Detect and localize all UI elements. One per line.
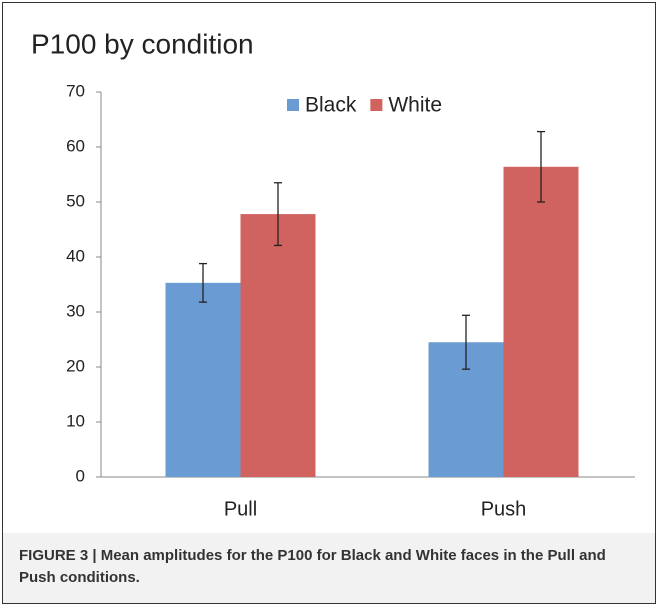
y-tick-label: 70 bbox=[66, 81, 85, 100]
legend-swatch bbox=[370, 99, 383, 111]
y-tick-label: 20 bbox=[66, 356, 85, 375]
y-tick-label: 60 bbox=[66, 136, 85, 155]
error-bar bbox=[462, 314, 470, 370]
legend-swatch bbox=[287, 99, 299, 111]
y-tick-label: 10 bbox=[66, 411, 85, 430]
chart: P100 by condition 0 10 20 30 40 50 60 70 Pull Pus… bbox=[31, 28, 635, 520]
error-bar bbox=[537, 130, 545, 203]
x-tick-label: Push bbox=[481, 498, 527, 520]
bar bbox=[165, 282, 241, 477]
y-tick-label: 50 bbox=[66, 191, 85, 210]
bar bbox=[240, 214, 316, 477]
y-tick-label: 40 bbox=[66, 246, 85, 265]
error-bar bbox=[199, 262, 207, 303]
bar bbox=[503, 166, 579, 478]
error-bar bbox=[274, 182, 282, 247]
legend-label: Black bbox=[305, 94, 357, 117]
x-tick-label: Pull bbox=[224, 498, 257, 520]
legend-label: White bbox=[388, 94, 442, 117]
y-tick-label: 30 bbox=[66, 301, 85, 320]
y-tick-label: 0 bbox=[76, 466, 85, 485]
chart-title: P100 by condition bbox=[31, 28, 254, 59]
figure-caption: FIGURE 3 | Mean amplitudes for the P100 … bbox=[3, 533, 655, 603]
